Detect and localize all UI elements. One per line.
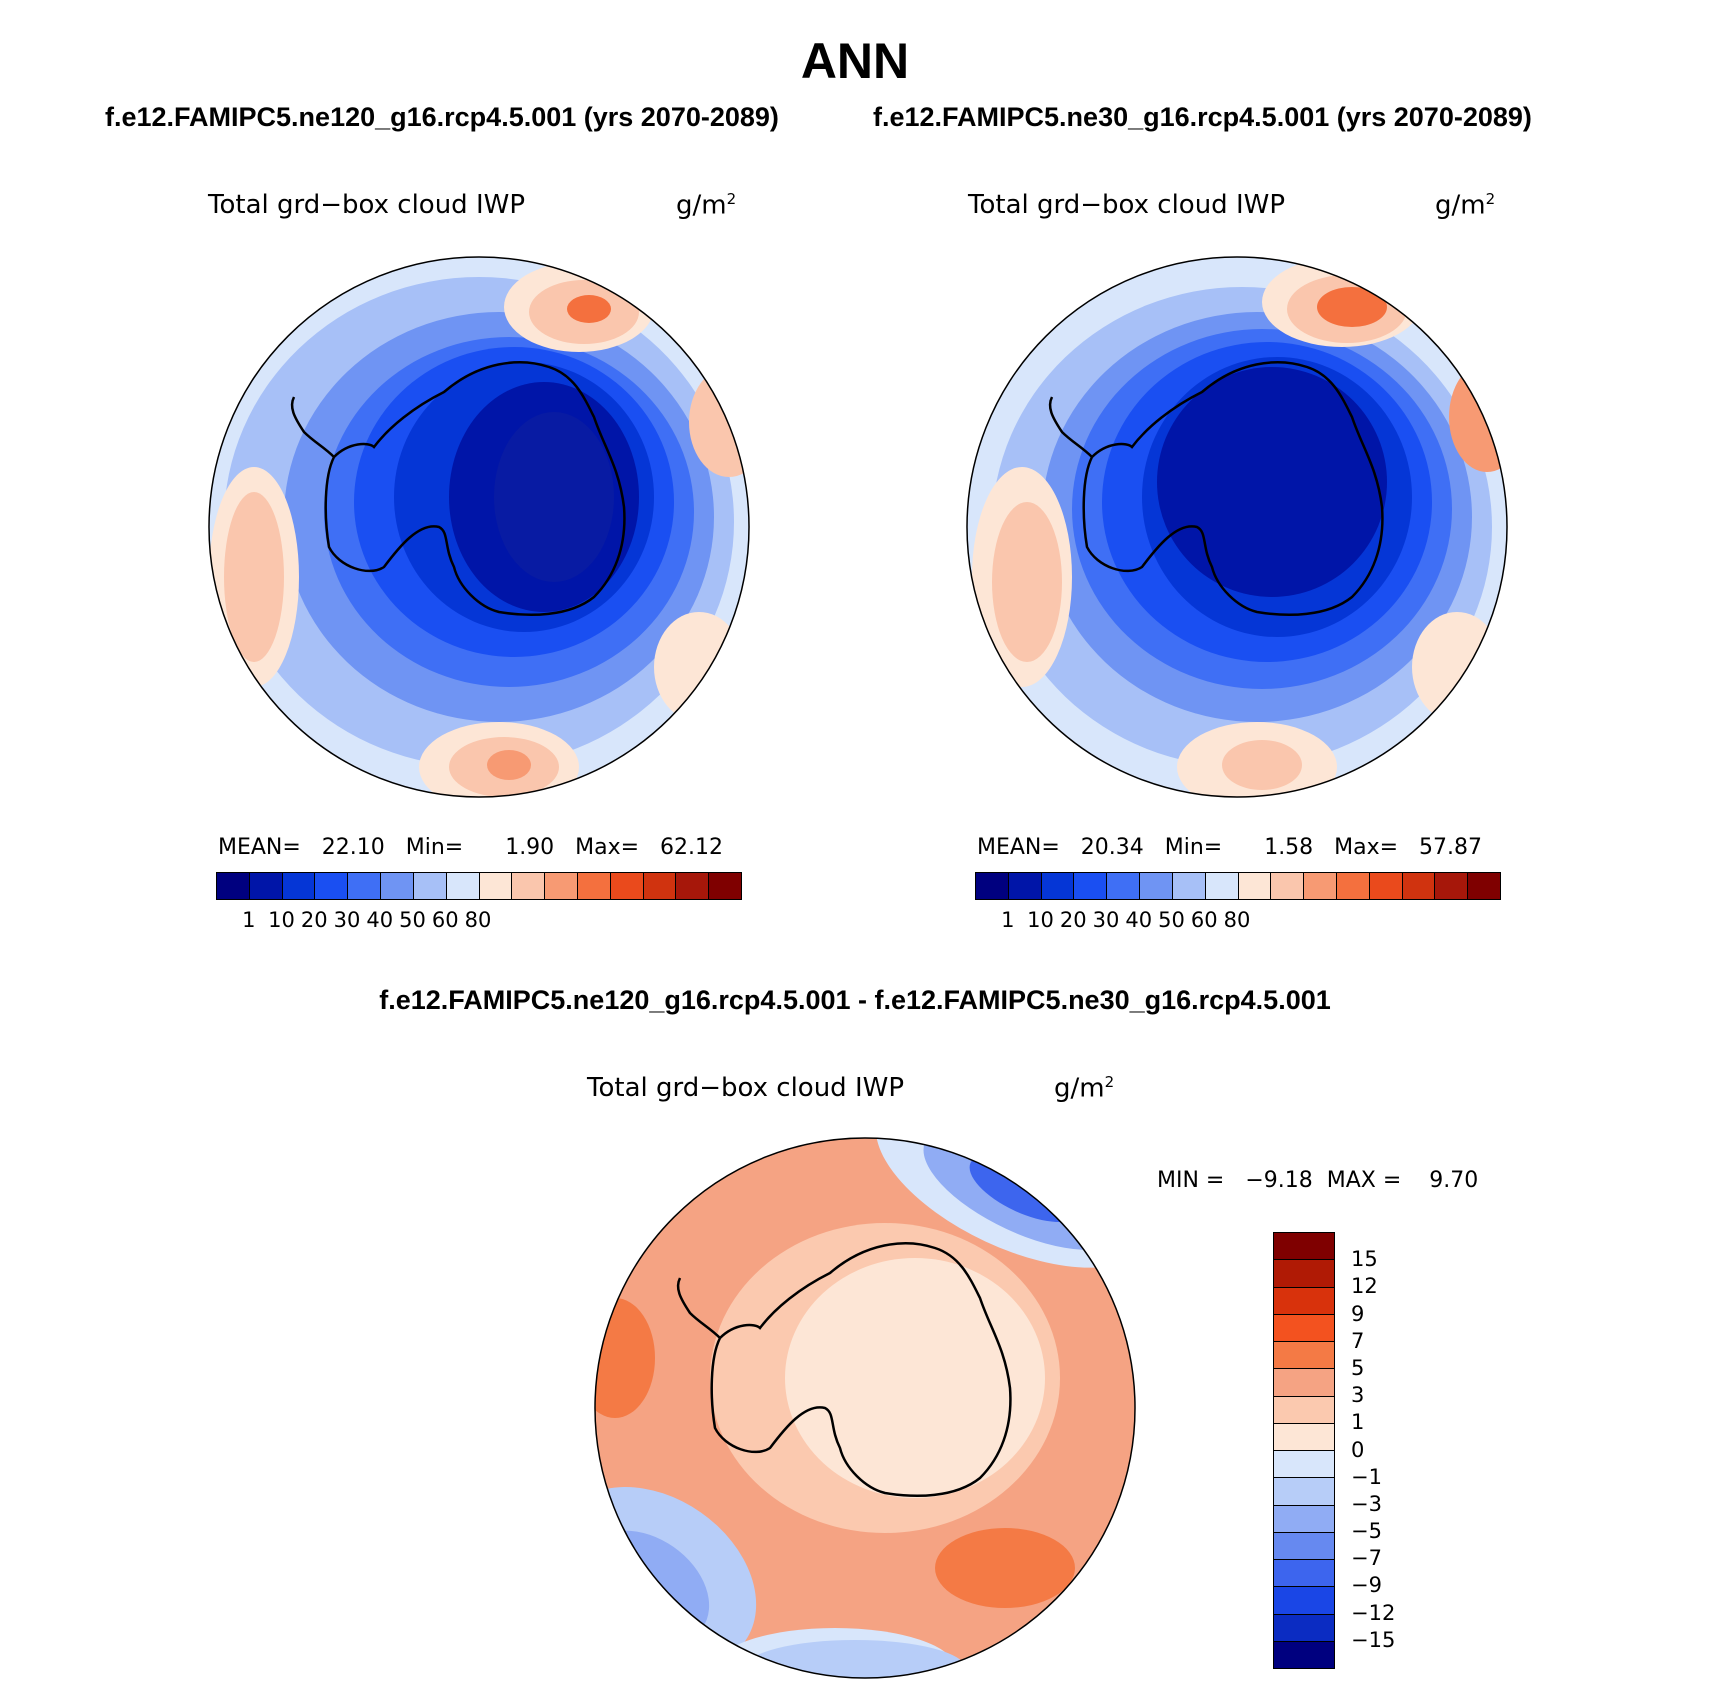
colorbar-swatch bbox=[1274, 1532, 1334, 1560]
difference-stats: MIN = −9.18 MAX = 9.70 bbox=[1157, 1168, 1479, 1193]
colorbar-swatch bbox=[676, 873, 710, 899]
colorbar-swatch bbox=[282, 873, 316, 899]
panel-1-units-label: g/m2 bbox=[676, 190, 737, 221]
colorbar-swatch bbox=[1369, 873, 1403, 899]
panel-2-units-label: g/m2 bbox=[1435, 190, 1496, 221]
panel-1-case-title: f.e12.FAMIPC5.ne120_g16.rcp4.5.001 (yrs … bbox=[105, 102, 779, 132]
colorbar-swatch bbox=[1336, 873, 1370, 899]
colorbar-tick-label: 5 bbox=[1351, 1355, 1365, 1380]
colorbar-tick-label: 12 bbox=[1351, 1274, 1378, 1299]
colorbar-swatch bbox=[381, 873, 414, 899]
colorbar-swatch bbox=[1274, 1478, 1334, 1506]
colorbar-swatch bbox=[315, 873, 349, 899]
colorbar-tick-label: 40 bbox=[1125, 908, 1153, 932]
colorbar-swatch bbox=[1402, 873, 1436, 899]
colorbar-swatch bbox=[1435, 873, 1469, 899]
colorbar-swatch bbox=[643, 873, 677, 899]
colorbar-swatch bbox=[1468, 873, 1500, 899]
colorbar-swatch bbox=[1274, 1641, 1334, 1668]
colorbar-swatch bbox=[1274, 1560, 1334, 1588]
colorbar-tick-label: 10 bbox=[268, 908, 295, 932]
colorbar-swatch bbox=[1274, 1396, 1334, 1424]
colorbar-swatch bbox=[479, 873, 513, 899]
colorbar-swatch bbox=[1274, 1287, 1334, 1315]
colorbar-swatch bbox=[1008, 873, 1042, 899]
colorbar-tick-label: 20 bbox=[1059, 908, 1087, 932]
difference-polar-map bbox=[594, 1137, 1136, 1679]
colorbar-tick-label: 9 bbox=[1351, 1301, 1365, 1326]
colorbar-tick-label: 30 bbox=[333, 908, 361, 932]
colorbar-tick-label: −3 bbox=[1351, 1491, 1382, 1516]
colorbar-tick-label: 50 bbox=[399, 908, 426, 932]
colorbar-swatch bbox=[976, 873, 1009, 899]
colorbar-swatch bbox=[413, 873, 447, 899]
colorbar-swatch bbox=[1140, 873, 1173, 899]
colorbar-tick-label: 50 bbox=[1158, 908, 1185, 932]
colorbar-tick-label: 80 bbox=[464, 908, 492, 932]
colorbar-swatch bbox=[1205, 873, 1239, 899]
colorbar-swatch bbox=[1274, 1614, 1334, 1642]
colorbar-swatch bbox=[217, 873, 250, 899]
colorbar-swatch bbox=[348, 873, 382, 899]
colorbar-tick-label: 1 bbox=[1351, 1410, 1365, 1435]
colorbar-tick-label: 1 bbox=[242, 908, 256, 932]
colorbar-swatch bbox=[1274, 1505, 1334, 1533]
colorbar-swatch bbox=[610, 873, 644, 899]
difference-colorbar bbox=[1273, 1232, 1335, 1669]
colorbar-swatch bbox=[545, 873, 578, 899]
colorbar-swatch bbox=[1041, 873, 1075, 899]
difference-variable-label: Total grd−box cloud IWP bbox=[587, 1073, 905, 1103]
colorbar-tick-label: 3 bbox=[1351, 1383, 1365, 1408]
difference-units-label: g/m2 bbox=[1054, 1073, 1115, 1104]
colorbar-swatch bbox=[1274, 1423, 1334, 1451]
colorbar-swatch bbox=[1274, 1233, 1334, 1261]
difference-title: f.e12.FAMIPC5.ne120_g16.rcp4.5.001 - f.e… bbox=[379, 985, 1331, 1015]
colorbar-tick-label: 7 bbox=[1351, 1328, 1365, 1353]
colorbar-tick-label: −15 bbox=[1351, 1627, 1396, 1652]
panel-2-colorbar bbox=[975, 872, 1501, 900]
main-title: ANN bbox=[800, 33, 910, 89]
panel-2-case-title: f.e12.FAMIPC5.ne30_g16.rcp4.5.001 (yrs 2… bbox=[873, 102, 1532, 132]
panel-2-stats: MEAN= 20.34 Min= 1.58 Max= 57.87 bbox=[977, 835, 1483, 860]
colorbar-swatch bbox=[1074, 873, 1108, 899]
colorbar-swatch bbox=[1107, 873, 1141, 899]
panel-1-stats: MEAN= 22.10 Min= 1.90 Max= 62.12 bbox=[218, 835, 724, 860]
colorbar-swatch bbox=[1274, 1260, 1334, 1288]
colorbar-swatch bbox=[1271, 873, 1305, 899]
colorbar-swatch bbox=[249, 873, 283, 899]
colorbar-swatch bbox=[1274, 1342, 1334, 1370]
colorbar-swatch bbox=[1238, 873, 1272, 899]
colorbar-tick-label: −12 bbox=[1351, 1600, 1396, 1625]
colorbar-swatch bbox=[446, 873, 480, 899]
panel-1-polar-map bbox=[208, 256, 750, 798]
colorbar-swatch bbox=[1274, 1587, 1334, 1615]
colorbar-tick-label: 10 bbox=[1027, 908, 1054, 932]
colorbar-tick-label: 30 bbox=[1092, 908, 1120, 932]
colorbar-tick-label: 60 bbox=[1190, 908, 1218, 932]
colorbar-tick-label: 40 bbox=[366, 908, 394, 932]
panel-1-variable-label: Total grd−box cloud IWP bbox=[208, 190, 526, 220]
panel-1-colorbar bbox=[216, 872, 742, 900]
colorbar-tick-label: 0 bbox=[1351, 1437, 1365, 1462]
colorbar-tick-label: −7 bbox=[1351, 1546, 1382, 1571]
colorbar-tick-label: 1 bbox=[1001, 908, 1015, 932]
colorbar-swatch bbox=[709, 873, 741, 899]
colorbar-swatch bbox=[1172, 873, 1206, 899]
colorbar-tick-label: 15 bbox=[1351, 1247, 1378, 1272]
colorbar-tick-label: 80 bbox=[1223, 908, 1251, 932]
panel-2-variable-label: Total grd−box cloud IWP bbox=[968, 190, 1286, 220]
colorbar-tick-label: 60 bbox=[431, 908, 459, 932]
colorbar-swatch bbox=[1304, 873, 1337, 899]
colorbar-swatch bbox=[1274, 1314, 1334, 1342]
colorbar-tick-label: −5 bbox=[1351, 1519, 1382, 1544]
colorbar-swatch bbox=[1274, 1451, 1334, 1479]
colorbar-tick-label: 20 bbox=[300, 908, 328, 932]
colorbar-swatch bbox=[512, 873, 546, 899]
colorbar-tick-label: −1 bbox=[1351, 1464, 1382, 1489]
colorbar-swatch bbox=[577, 873, 611, 899]
colorbar-tick-label: −9 bbox=[1351, 1573, 1382, 1598]
panel-2-polar-map bbox=[966, 256, 1508, 798]
colorbar-swatch bbox=[1274, 1369, 1334, 1397]
